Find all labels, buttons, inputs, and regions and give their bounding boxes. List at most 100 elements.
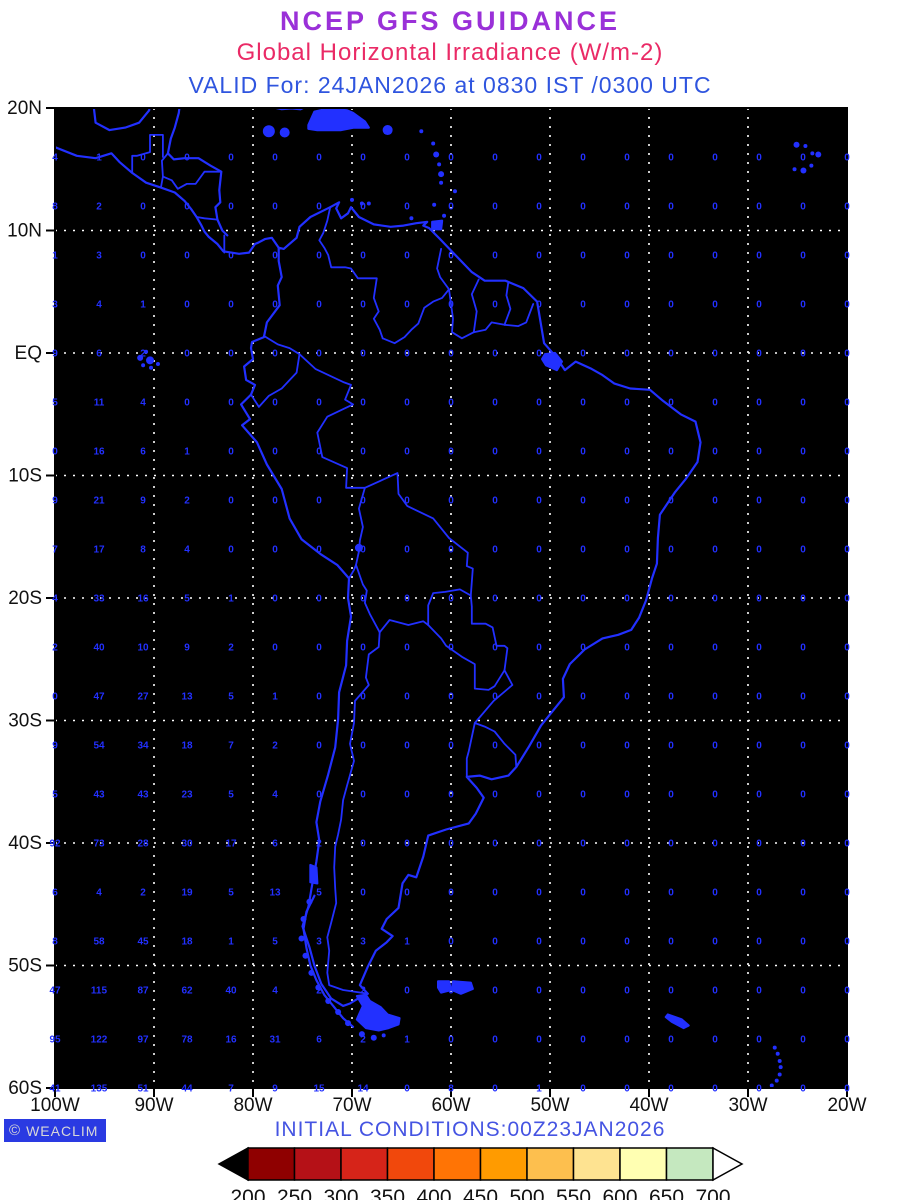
grid-value: 0 bbox=[272, 300, 278, 311]
grid-value: 3 bbox=[360, 937, 366, 948]
grid-value: 0 bbox=[712, 398, 718, 409]
grid-value: 0 bbox=[844, 1084, 850, 1095]
grid-value: 92 bbox=[49, 839, 61, 850]
grid-value: 1 bbox=[140, 300, 146, 311]
grid-value: 0 bbox=[756, 202, 762, 213]
island-dot bbox=[370, 1034, 377, 1041]
grid-value: 0 bbox=[712, 741, 718, 752]
grid-value: 51 bbox=[137, 1084, 149, 1095]
grid-value: 0 bbox=[712, 496, 718, 507]
grid-value: 0 bbox=[272, 349, 278, 360]
grid-value: 0 bbox=[668, 447, 674, 458]
island bbox=[664, 1013, 690, 1030]
colorbar-label: 650 bbox=[649, 1186, 684, 1200]
grid-value: 0 bbox=[800, 692, 806, 703]
lat-axis-label: 30S bbox=[8, 711, 42, 732]
country-border bbox=[298, 353, 354, 406]
grid-value: 0 bbox=[492, 741, 498, 752]
grid-value: 0 bbox=[580, 986, 586, 997]
grid-value: 0 bbox=[360, 790, 366, 801]
grid-value: 0 bbox=[712, 986, 718, 997]
grid-value: 0 bbox=[448, 692, 454, 703]
grid-value: 2 bbox=[140, 349, 146, 360]
island-dot bbox=[432, 202, 437, 207]
grid-value: 0 bbox=[580, 398, 586, 409]
grid-value: 31 bbox=[269, 1035, 281, 1046]
grid-value: 0 bbox=[844, 741, 850, 752]
island-dot bbox=[803, 143, 808, 148]
grid-value: 5 bbox=[52, 790, 58, 801]
colorbar-label: 300 bbox=[323, 1186, 358, 1200]
grid-value: 23 bbox=[181, 790, 193, 801]
grid-value: 0 bbox=[360, 251, 366, 262]
grid-value: 0 bbox=[844, 692, 850, 703]
island-dot bbox=[149, 365, 154, 370]
grid-value: 3 bbox=[96, 251, 102, 262]
grid-value: 0 bbox=[360, 839, 366, 850]
grid-value: 5 bbox=[184, 594, 190, 605]
island-dot bbox=[777, 1059, 782, 1064]
island-dot bbox=[155, 362, 160, 367]
grid-value: 0 bbox=[624, 349, 630, 360]
grid-value: 0 bbox=[492, 888, 498, 899]
lat-axis-label: 10S bbox=[8, 466, 42, 487]
grid-value: 0 bbox=[492, 300, 498, 311]
grid-value: 0 bbox=[492, 153, 498, 164]
grid-value: 0 bbox=[800, 790, 806, 801]
grid-value: 0 bbox=[580, 888, 586, 899]
grid-value: 0 bbox=[624, 447, 630, 458]
lon-axis-label: 80W bbox=[233, 1095, 272, 1116]
grid-value: 0 bbox=[756, 349, 762, 360]
grid-value: 0 bbox=[712, 300, 718, 311]
grid-value: 5 bbox=[228, 888, 234, 899]
grid-value: 2 bbox=[360, 1035, 366, 1046]
grid-value: 0 bbox=[668, 692, 674, 703]
grid-value: 0 bbox=[536, 741, 542, 752]
grid-value: 0 bbox=[624, 986, 630, 997]
colorbar-segment bbox=[665, 1147, 714, 1181]
colorbar-label: 350 bbox=[370, 1186, 405, 1200]
grid-value: 1 bbox=[228, 937, 234, 948]
grid-value: 4 bbox=[52, 594, 58, 605]
grid-value: 0 bbox=[712, 692, 718, 703]
grid-value: 0 bbox=[580, 594, 586, 605]
grid-value: 2 bbox=[184, 496, 190, 507]
grid-value: 2 bbox=[316, 839, 322, 850]
grid-value: 0 bbox=[800, 741, 806, 752]
grid-value: 54 bbox=[93, 741, 105, 752]
grid-value: 0 bbox=[360, 594, 366, 605]
grid-value: 0 bbox=[844, 594, 850, 605]
colorbar-segment bbox=[247, 1147, 296, 1181]
grid-value: 0 bbox=[492, 349, 498, 360]
grid-value: 0 bbox=[360, 398, 366, 409]
grid-value: 0 bbox=[800, 496, 806, 507]
grid-value: 1 bbox=[52, 251, 58, 262]
grid-value: 0 bbox=[668, 398, 674, 409]
grid-value: 2 bbox=[140, 888, 146, 899]
lon-axis-label: 100W bbox=[30, 1095, 80, 1116]
grid-value: 0 bbox=[668, 741, 674, 752]
grid-value: 0 bbox=[536, 937, 542, 948]
grid-value: 3 bbox=[316, 937, 322, 948]
grid-value: 1 bbox=[404, 1035, 410, 1046]
copyright-icon: © bbox=[9, 1122, 22, 1139]
island-dot bbox=[358, 1031, 365, 1038]
grid-value: 0 bbox=[536, 251, 542, 262]
grid-value: 0 bbox=[184, 349, 190, 360]
grid-value: 0 bbox=[844, 202, 850, 213]
grid-value: 15 bbox=[313, 1084, 325, 1095]
island-dot bbox=[442, 213, 447, 218]
grid-value: 0 bbox=[360, 692, 366, 703]
grid-value: 1 bbox=[228, 594, 234, 605]
grid-value: 9 bbox=[272, 1084, 278, 1095]
grid-value: 0 bbox=[668, 1084, 674, 1095]
grid-value: 0 bbox=[536, 545, 542, 556]
grid-value: 0 bbox=[536, 594, 542, 605]
grid-value: 0 bbox=[536, 692, 542, 703]
grid-value: 47 bbox=[49, 986, 61, 997]
grid-value: 0 bbox=[668, 839, 674, 850]
grid-value: 0 bbox=[228, 496, 234, 507]
grid-value: 0 bbox=[624, 692, 630, 703]
grid-value: 0 bbox=[668, 251, 674, 262]
grid-value: 34 bbox=[137, 741, 149, 752]
